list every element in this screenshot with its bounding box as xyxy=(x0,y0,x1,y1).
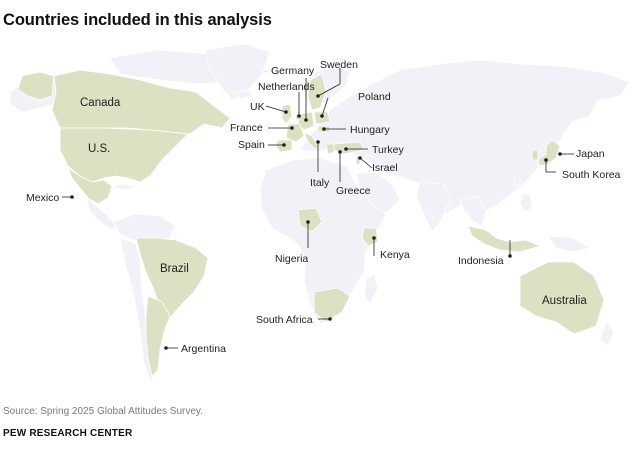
background-land xyxy=(9,44,631,381)
country-alaska-us xyxy=(17,71,55,101)
land-iceland xyxy=(233,89,253,100)
country-uk xyxy=(281,103,293,125)
country-brazil xyxy=(135,237,209,321)
label-indonesia: Indonesia xyxy=(458,255,504,267)
brand-footer: PEW RESEARCH CENTER xyxy=(3,428,133,439)
land-philippines xyxy=(519,193,533,213)
page-title: Countries included in this analysis xyxy=(3,11,272,29)
label-hungary: Hungary xyxy=(350,124,390,136)
label-germany: Germany xyxy=(271,65,315,77)
label-argentina: Argentina xyxy=(181,343,226,355)
country-france xyxy=(285,123,305,143)
label-south-korea: South Korea xyxy=(562,169,621,181)
world-map: Canada U.S. Mexico Brazil Argentina UK N… xyxy=(9,44,631,381)
highlighted-countries xyxy=(17,69,605,377)
source-note: Source: Spring 2025 Global Attitudes Sur… xyxy=(3,406,203,417)
land-central-america xyxy=(85,194,117,231)
label-spain: Spain xyxy=(238,139,265,151)
land-india xyxy=(415,181,451,233)
country-turkey xyxy=(333,141,365,155)
country-sweden xyxy=(307,73,327,111)
label-netherlands: Netherlands xyxy=(258,81,315,93)
label-japan: Japan xyxy=(576,148,605,160)
label-uk: UK xyxy=(250,101,265,113)
land-taiwan-china-coast xyxy=(513,177,521,187)
label-israel: Israel xyxy=(372,162,398,174)
land-new-zealand xyxy=(599,321,615,347)
country-japan xyxy=(537,139,561,167)
label-mexico: Mexico xyxy=(26,192,59,204)
country-mexico xyxy=(67,166,113,205)
land-madagascar xyxy=(363,273,379,305)
land-new-guinea xyxy=(547,235,592,253)
label-poland: Poland xyxy=(358,91,391,103)
label-kenya: Kenya xyxy=(380,249,410,261)
label-canada: Canada xyxy=(80,97,121,109)
label-sweden: Sweden xyxy=(320,59,358,71)
labels: Canada U.S. Mexico Brazil Argentina UK N… xyxy=(26,59,621,355)
label-nigeria: Nigeria xyxy=(275,253,308,265)
country-nigeria xyxy=(297,207,323,233)
leaders xyxy=(62,68,574,350)
label-brazil: Brazil xyxy=(160,263,189,275)
country-indonesia xyxy=(467,225,542,253)
label-france: France xyxy=(230,122,263,134)
land-eurasia xyxy=(299,59,631,215)
country-south-korea xyxy=(531,149,539,161)
country-poland xyxy=(313,111,331,125)
country-south-africa xyxy=(313,287,351,323)
label-us: U.S. xyxy=(88,143,110,155)
land-south-america-north xyxy=(113,213,177,241)
country-us xyxy=(59,127,189,183)
country-australia xyxy=(519,261,605,335)
label-australia: Australia xyxy=(542,295,587,307)
label-south-africa: South Africa xyxy=(256,314,313,326)
country-greece xyxy=(325,143,335,155)
label-turkey: Turkey xyxy=(372,144,404,156)
land-cuba xyxy=(111,183,138,191)
label-italy: Italy xyxy=(310,177,330,189)
country-italy xyxy=(303,131,319,151)
label-greece: Greece xyxy=(336,185,371,197)
land-southeast-asia xyxy=(459,195,487,227)
country-argentina xyxy=(145,295,171,377)
